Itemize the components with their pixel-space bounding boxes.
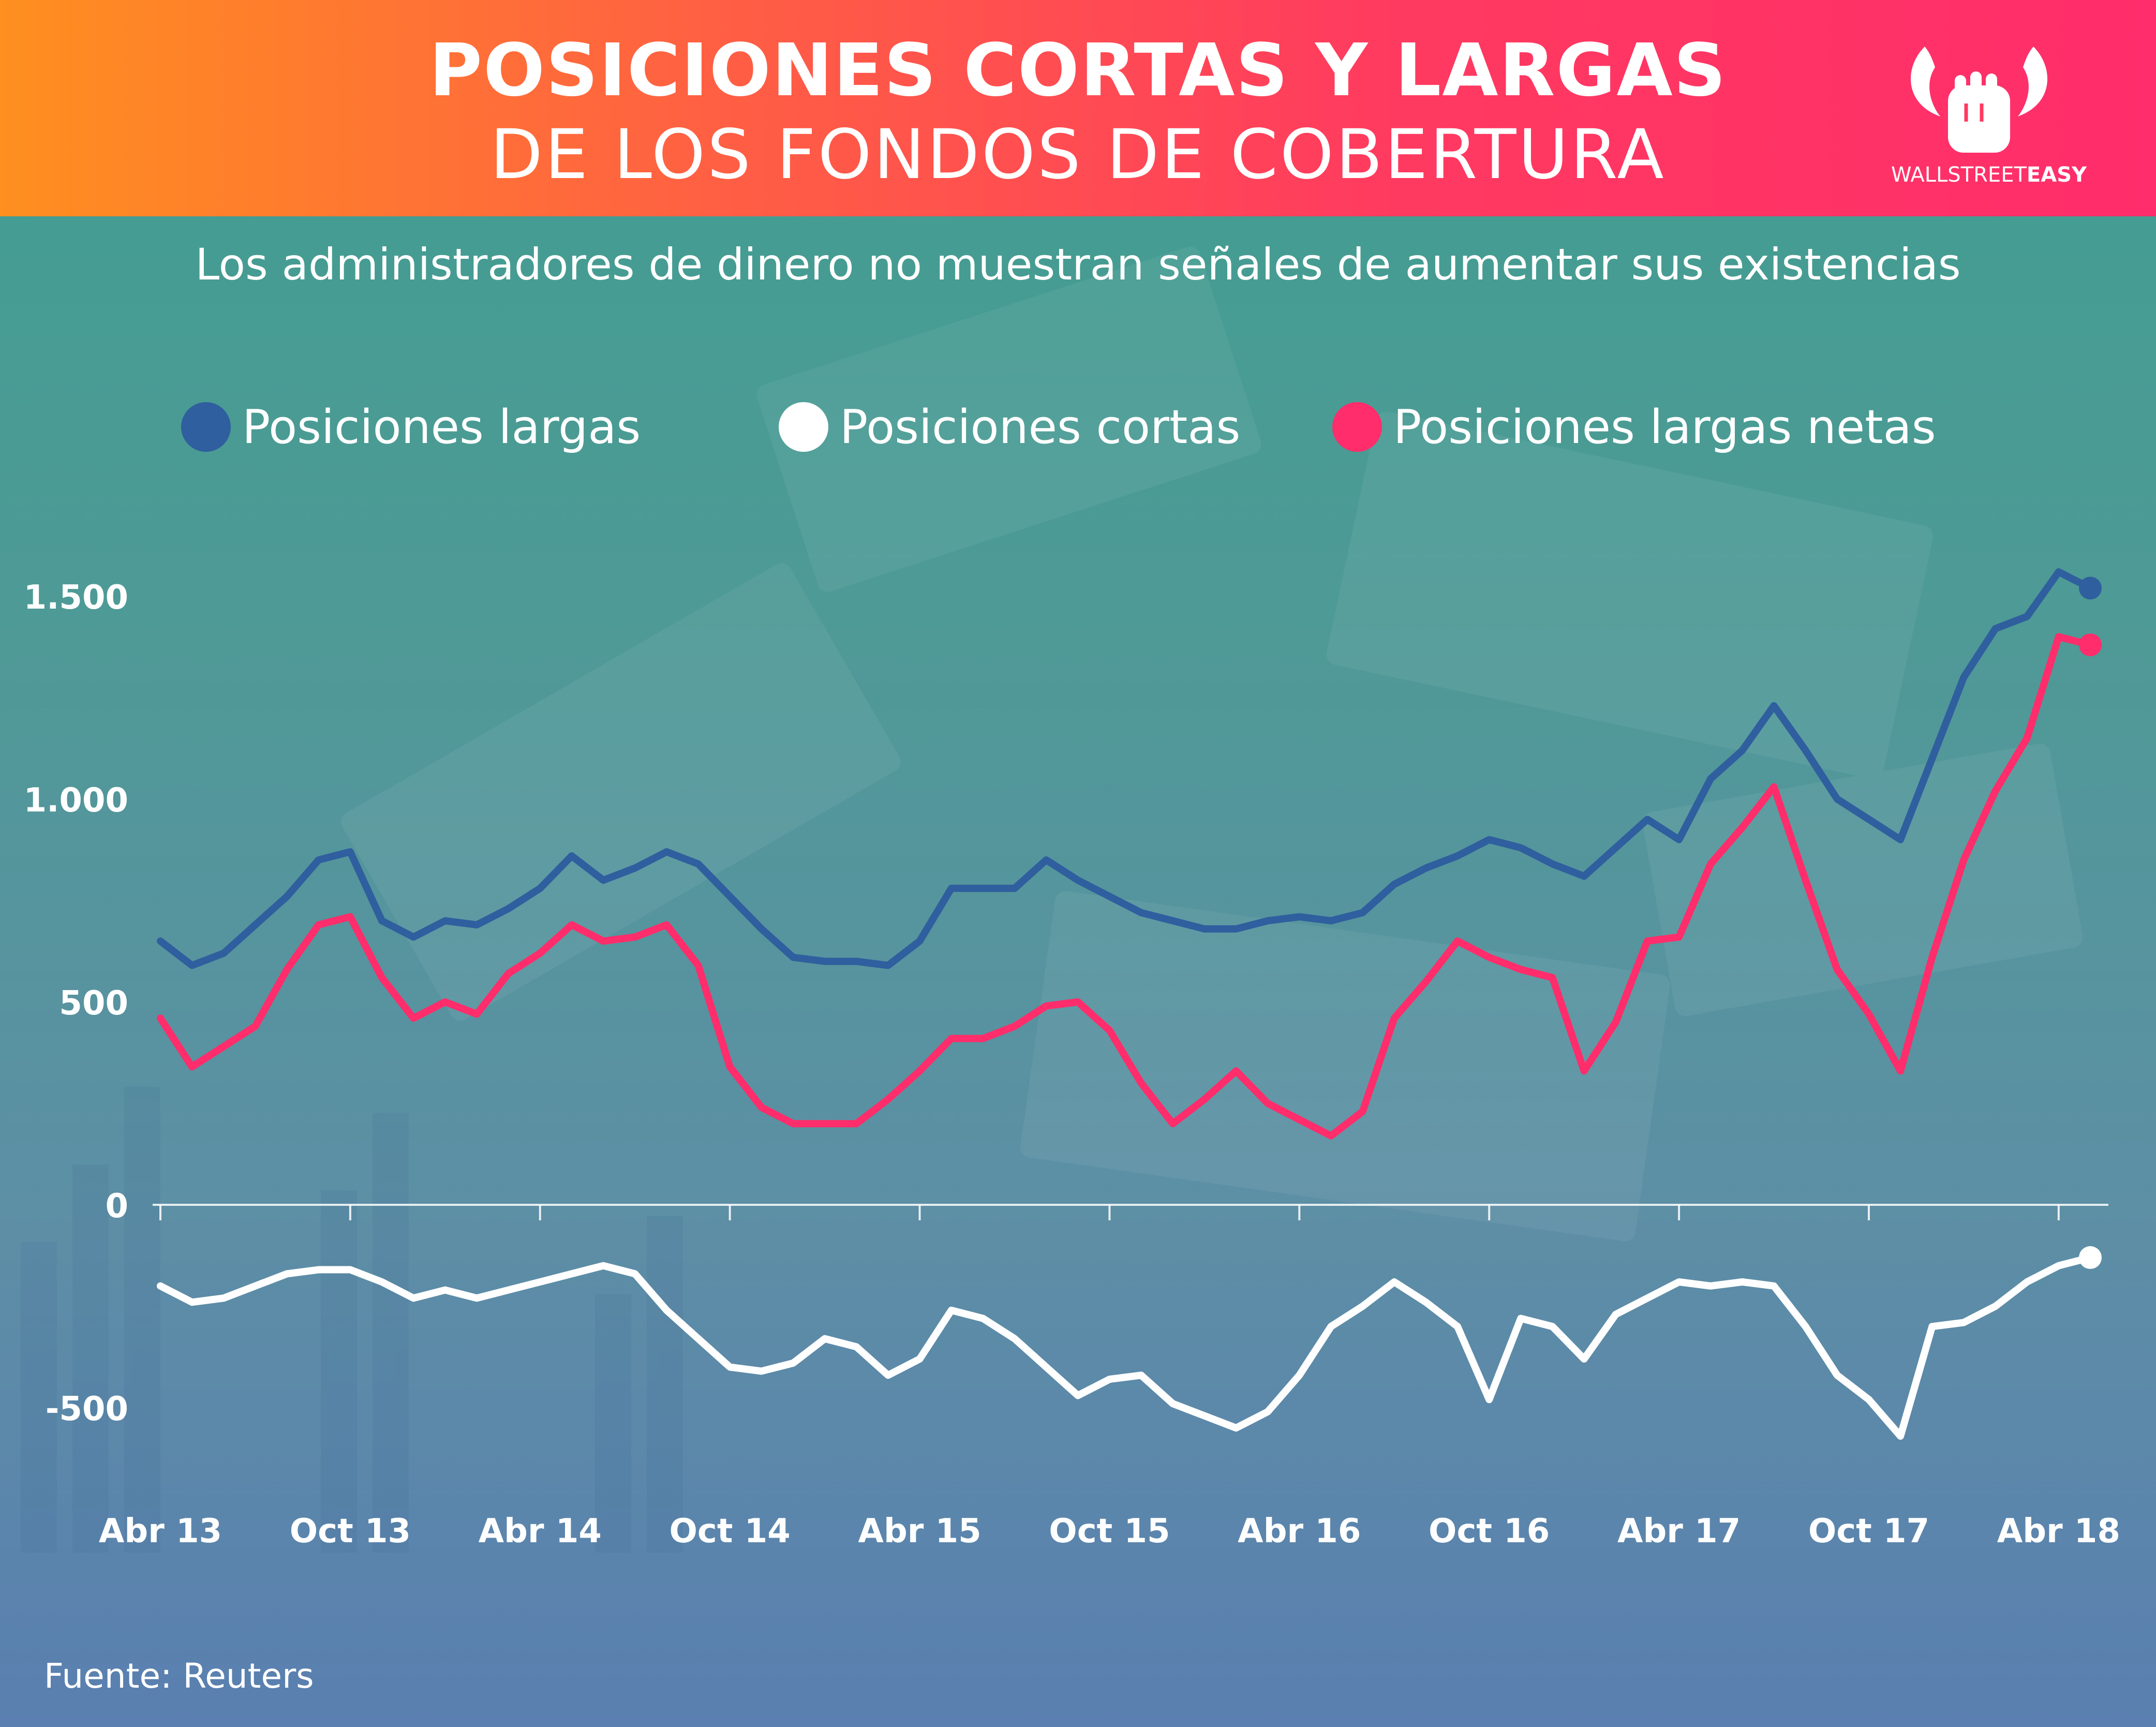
- chart-title-line1: POSICIONES CORTAS Y LARGAS: [429, 28, 1727, 113]
- brand-logo-text-bold: EASY: [2026, 163, 2087, 187]
- legend-item-long: Posiciones largas: [181, 398, 641, 455]
- x-tick-label: Abr 17: [1617, 1512, 1741, 1551]
- legend-label-long: Posiciones largas: [242, 400, 641, 454]
- series-line-long: [157, 568, 2094, 969]
- y-tick-label: -500: [46, 1390, 128, 1428]
- chart-legend: Posiciones largas Posiciones cortas Posi…: [0, 398, 2156, 461]
- y-tick-label: 0: [105, 1187, 128, 1226]
- series-line-net: [157, 633, 2094, 1140]
- legend-label-short: Posiciones cortas: [840, 400, 1241, 454]
- x-tick-label: Oct 13: [290, 1512, 411, 1551]
- y-tick-label: 500: [59, 984, 128, 1023]
- legend-dot-net: [1332, 402, 1382, 452]
- legend-label-net: Posiciones largas netas: [1393, 400, 1936, 454]
- series-end-marker-short: [2079, 1246, 2102, 1269]
- legend-dot-short: [779, 402, 828, 452]
- series-end-marker-long: [2079, 577, 2102, 600]
- chart-title-line2: DE LOS FONDOS DE COBERTURA: [490, 115, 1666, 195]
- brand-logo-text: WALLSTREETEASY: [1891, 163, 2087, 187]
- series-end-marker-net: [2079, 633, 2102, 657]
- series-line-short: [157, 1253, 2094, 1440]
- legend-dot-long: [181, 402, 231, 452]
- y-tick-label: 1.500: [24, 579, 128, 617]
- x-tick-label: Abr 16: [1238, 1512, 1361, 1551]
- bull-horns-fist-icon: [1910, 47, 2048, 153]
- x-tick-label: Oct 17: [1808, 1512, 1929, 1551]
- x-tick-label: Oct 16: [1429, 1512, 1550, 1551]
- x-tick-label: Oct 14: [670, 1512, 791, 1551]
- brand-logo-text-regular: WALLSTREET: [1891, 163, 2027, 187]
- legend-item-short: Posiciones cortas: [779, 398, 1240, 455]
- source-note: Fuente: Reuters: [44, 1656, 314, 1696]
- x-tick-label: Abr 14: [479, 1512, 602, 1551]
- x-tick-label: Oct 15: [1049, 1512, 1170, 1551]
- x-tick-label: Abr 15: [858, 1512, 981, 1551]
- chart-subtitle: Los administradores de dinero no muestra…: [195, 239, 1961, 290]
- x-tick-label: Abr 18: [1997, 1512, 2120, 1551]
- y-tick-label: 1.000: [24, 781, 128, 820]
- legend-item-net: Posiciones largas netas: [1332, 398, 1936, 455]
- header-banner: POSICIONES CORTAS Y LARGAS DE LOS FONDOS…: [0, 0, 2156, 216]
- x-tick-label: Abr 13: [99, 1512, 222, 1551]
